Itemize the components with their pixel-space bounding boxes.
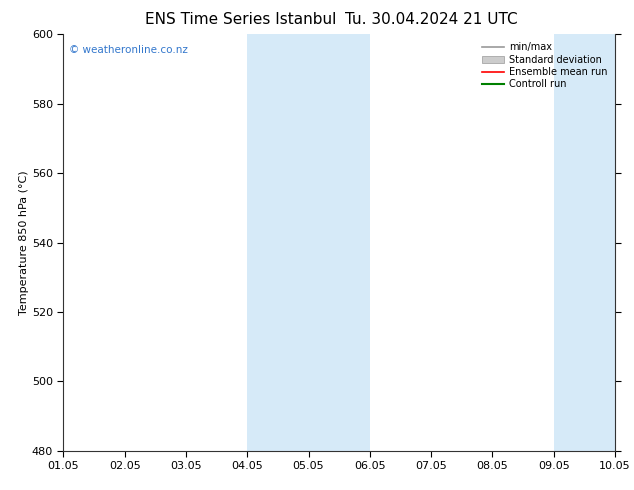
Text: Tu. 30.04.2024 21 UTC: Tu. 30.04.2024 21 UTC [345, 12, 517, 27]
Bar [247, 34, 370, 451]
Y-axis label: Temperature 850 hPa (°C): Temperature 850 hPa (°C) [19, 170, 29, 315]
Bar [553, 34, 615, 451]
Text: ENS Time Series Istanbul: ENS Time Series Istanbul [145, 12, 337, 27]
Text: © weatheronline.co.nz: © weatheronline.co.nz [69, 45, 188, 55]
Legend: min/max, Standard deviation, Ensemble mean run, Controll run: min/max, Standard deviation, Ensemble me… [479, 39, 610, 92]
